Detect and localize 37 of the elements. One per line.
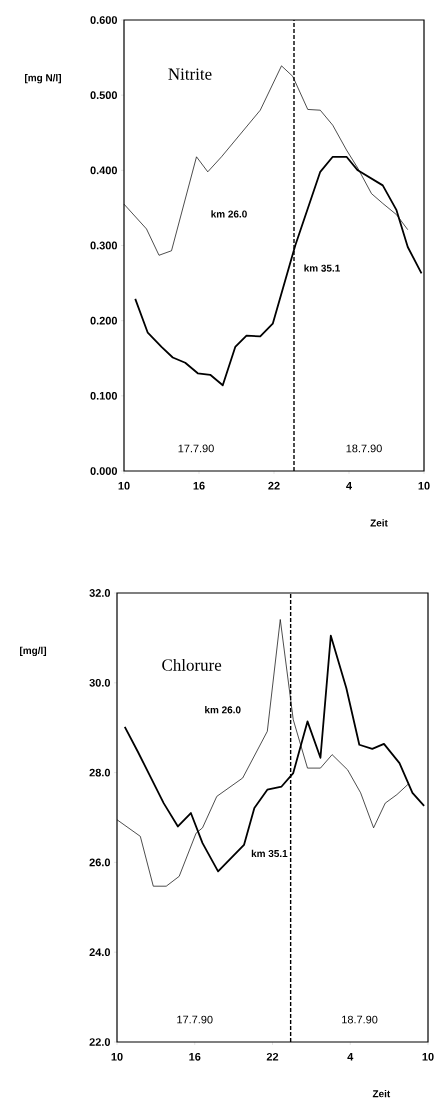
x-tick-label: 16 xyxy=(193,481,205,490)
y-tick-label: 26.0 xyxy=(89,858,111,867)
x-tick-label: 16 xyxy=(189,1052,201,1061)
y-tick-label: 22.0 xyxy=(89,1038,111,1046)
text: Nitrite xyxy=(168,68,212,80)
y-tick-label: 0.100 xyxy=(90,391,118,400)
x-tick-label: 10 xyxy=(422,1052,434,1061)
x-tick-label: 10 xyxy=(418,481,430,490)
y-axis-title: [mg/l] xyxy=(20,646,47,657)
x-tick-label: 4 xyxy=(347,1052,354,1061)
y-tick-label: 0.300 xyxy=(90,241,118,250)
x-axis-title: Zeit xyxy=(370,519,388,527)
series-label: km 35.1 xyxy=(251,849,288,858)
text: km 26.0 xyxy=(205,706,241,714)
y-tick-label: 28.0 xyxy=(89,768,111,777)
annotation: 17.7.90 xyxy=(178,444,214,453)
x-tick-label: 10 xyxy=(111,1052,123,1061)
series-label: km 35.1 xyxy=(304,264,340,272)
y-tick-label: 0.200 xyxy=(90,316,118,325)
y-tick-label: 0.600 xyxy=(90,16,118,24)
annotation: 18.7.90 xyxy=(342,1015,378,1024)
annotation: 18.7.90 xyxy=(346,444,382,453)
y-tick-label: 0.500 xyxy=(90,91,118,100)
annotation: 17.7.90 xyxy=(177,1015,213,1024)
text: Chlorure xyxy=(162,658,222,671)
y-tick-label: 24.0 xyxy=(89,948,111,957)
x-axis-title: Zeit xyxy=(372,1089,391,1098)
y-tick-label: 30.0 xyxy=(89,678,111,687)
x-tick-label: 22 xyxy=(268,481,280,490)
text: km 26.0 xyxy=(211,210,247,218)
x-tick-label: 4 xyxy=(346,481,352,490)
y-tick-label: 32.0 xyxy=(89,589,111,597)
y-tick-label: 0.000 xyxy=(90,467,118,475)
y-tick-label: 0.400 xyxy=(90,166,118,175)
x-tick-label: 22 xyxy=(266,1052,279,1061)
y-axis-title: [mg N/l] xyxy=(25,73,61,84)
x-tick-label: 10 xyxy=(118,481,130,490)
